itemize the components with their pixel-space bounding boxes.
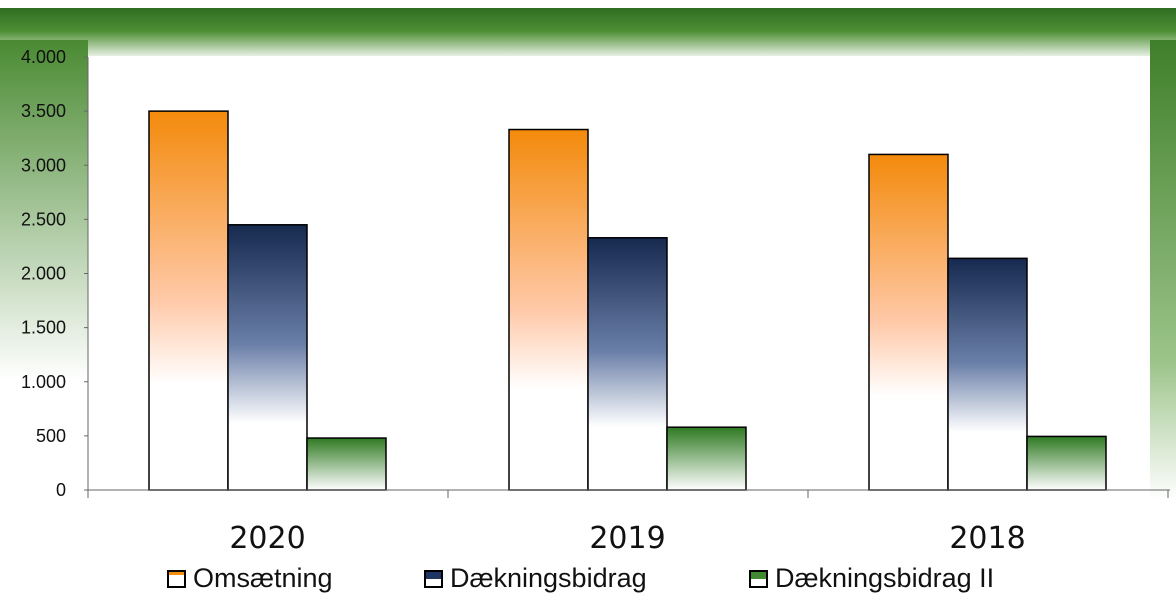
bar-2020-series-1: [148, 110, 229, 491]
y-tick-label: 2.500: [21, 209, 66, 229]
bar-2018-series-3: [1026, 435, 1107, 491]
legend-label: Dækningsbidrag: [450, 563, 647, 593]
legend-label: Omsætning: [193, 563, 333, 593]
bar-2020-series-3: [306, 437, 387, 491]
bar-2019-series-2: [587, 237, 668, 491]
y-tick-label: 1.500: [21, 318, 66, 338]
legend-label: Dækningsbidrag II: [775, 563, 994, 593]
bar-2019-series-3: [666, 426, 747, 491]
legend: Omsætning Dækningsbidrag Dækningsbidrag II: [167, 563, 994, 593]
legend-swatch-fill: [169, 572, 184, 575]
legend-swatch-fill: [751, 572, 766, 579]
chart-frame-right: [1150, 40, 1176, 500]
bar-2018-series-2: [947, 257, 1028, 491]
y-tick-label: 4.000: [21, 47, 66, 67]
chart-frame-left: [0, 40, 88, 380]
bar-2020-series-2: [227, 224, 308, 491]
legend-item: Dækningsbidrag: [424, 563, 647, 593]
bar-2018-series-1: [868, 153, 949, 491]
legend-item: Omsætning: [167, 563, 333, 593]
bar-2019-series-1: [508, 128, 589, 491]
y-tick-label: 0: [56, 480, 66, 500]
y-tick-label: 1.000: [21, 372, 66, 392]
legend-item: Dækningsbidrag II: [749, 563, 994, 593]
y-tick-label: 500: [36, 426, 66, 446]
x-category-label: 2018: [949, 521, 1025, 556]
y-tick-label: 2.000: [21, 264, 66, 284]
chart-banner: [0, 8, 1176, 60]
bars: [148, 110, 1107, 491]
x-axis: 2020 2019 2018: [87, 489, 1170, 556]
y-axis: 4.000 3.500 3.000 2.500 2.000 1.500 1.000 500 0: [21, 47, 89, 500]
x-category-label: 2020: [229, 521, 305, 556]
y-tick-label: 3.500: [21, 101, 66, 121]
x-category-label: 2019: [589, 521, 665, 556]
y-tick-label: 3.000: [21, 155, 66, 175]
legend-swatch-fill: [426, 572, 441, 579]
